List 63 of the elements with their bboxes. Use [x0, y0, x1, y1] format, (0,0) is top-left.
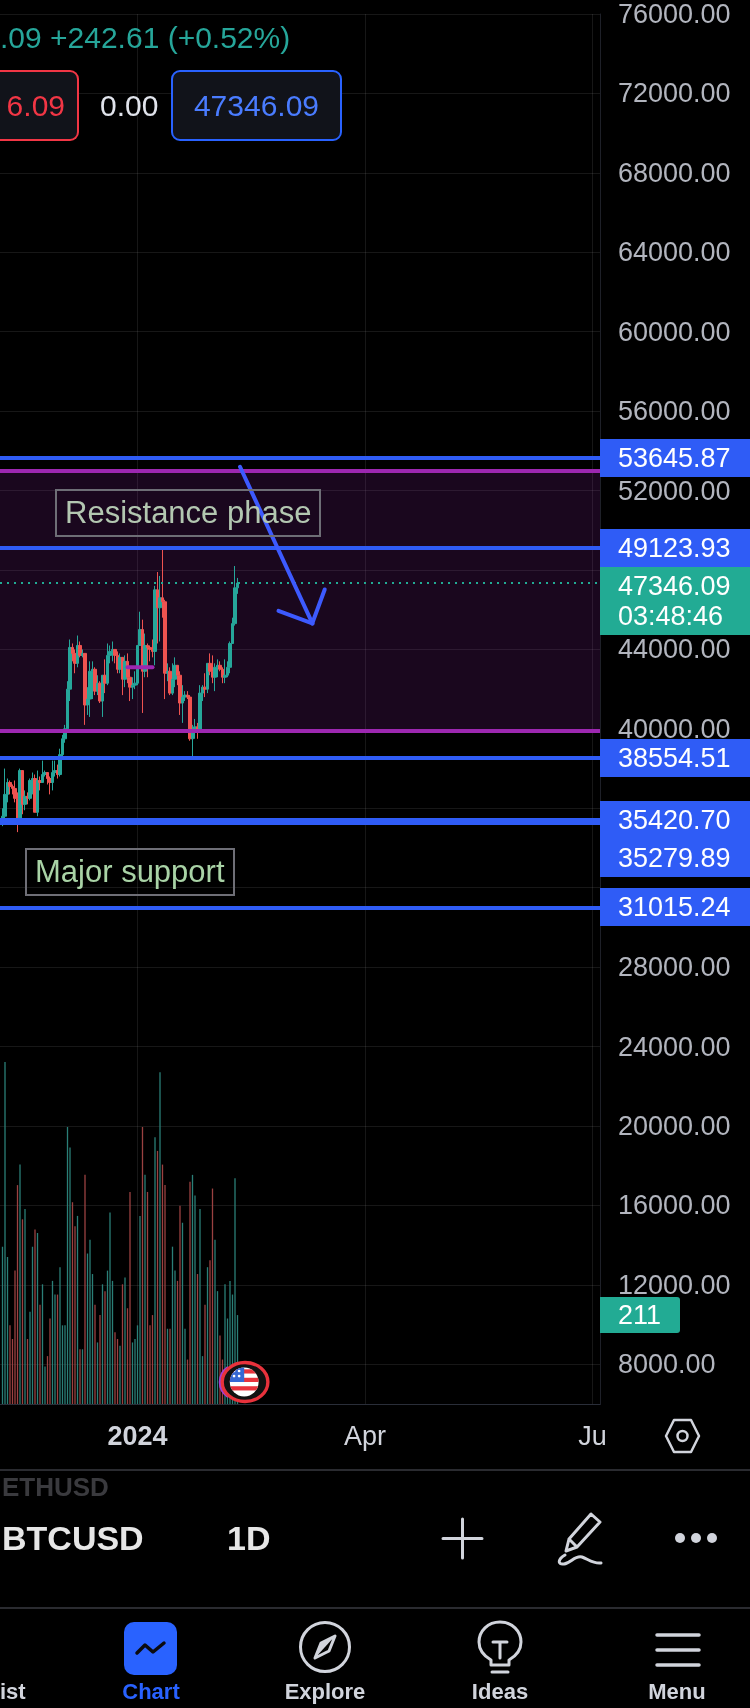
- y-tick-label: 64000.00: [618, 237, 731, 268]
- text: ETHUSD: [2, 1472, 109, 1502]
- text: ist: [0, 1679, 26, 1704]
- text: Ideas: [471, 1679, 529, 1704]
- candlestick: [51, 760, 54, 791]
- ref-line-label: 35420.70: [600, 800, 750, 839]
- candlestick: [211, 654, 214, 684]
- y-tick-label: 44000.00: [618, 634, 731, 665]
- y-tick-label: 16000.00: [618, 1190, 731, 1221]
- ref-line-label: 35279.89: [600, 838, 750, 877]
- y-tick-label: 20000.00: [618, 1111, 731, 1141]
- candlestick: [103, 658, 107, 694]
- candlestick: [21, 770, 24, 815]
- candlestick: [41, 760, 44, 783]
- x-tick-label: Apr: [343, 1420, 387, 1451]
- candlestick: [181, 684, 184, 724]
- annotation: 6.09: [0, 70, 79, 141]
- y-tick-label: 8000.00: [618, 1349, 716, 1380]
- y-tick-label: 76000.00: [618, 0, 731, 29]
- candlestick: [56, 764, 59, 779]
- annotation: .09 +242.61 (+0.52%): [0, 21, 291, 54]
- y-tick-label: 28000.00: [618, 952, 731, 983]
- candlestick: [141, 619, 144, 714]
- ref-line-label: 49123.93: [600, 528, 750, 567]
- candlestick: [151, 639, 154, 658]
- candlestick: [76, 635, 79, 668]
- text: Chart: [122, 1679, 180, 1704]
- annotation: 0.00: [100, 89, 159, 122]
- annotation: 47346.09: [171, 70, 342, 141]
- text: Explore: [284, 1679, 366, 1704]
- text: 1D: [227, 1519, 271, 1557]
- candlestick: [146, 642, 149, 678]
- candlestick: [26, 791, 29, 805]
- candlestick: [81, 648, 84, 658]
- candlestick: [36, 770, 39, 817]
- annotation: Major support: [25, 848, 235, 896]
- candlestick: [203, 672, 207, 698]
- text: BTCUSD: [2, 1519, 144, 1557]
- candlestick: [106, 642, 109, 686]
- candlestick: [213, 662, 217, 692]
- y-tick-label: 24000.00: [618, 1031, 731, 1062]
- y-tick-label: 12000.00: [618, 1269, 731, 1300]
- candlestick: [88, 660, 92, 718]
- ref-line-label: 31015.24: [600, 888, 750, 927]
- candlestick: [206, 662, 209, 694]
- candlestick: [166, 662, 169, 682]
- candlestick: [156, 571, 159, 644]
- text: Menu: [648, 1679, 706, 1704]
- y-tick-label: 68000.00: [618, 157, 731, 188]
- x-tick-label: Ju: [578, 1420, 607, 1451]
- candlestick: [38, 776, 42, 791]
- y-tick-label: 52000.00: [618, 475, 731, 506]
- y-tick-label: 56000.00: [618, 396, 731, 427]
- y-tick-label: 60000.00: [618, 316, 731, 347]
- candlestick: [48, 776, 52, 795]
- candlestick: [111, 640, 114, 662]
- candlestick: [96, 674, 99, 696]
- ref-line-label: 47346.09 03:48:46: [600, 566, 750, 635]
- y-tick-label: 72000.00: [618, 78, 731, 109]
- ref-line-label: 53645.87: [600, 438, 750, 477]
- x-tick-label: 2024: [107, 1420, 168, 1451]
- candlestick: [101, 674, 104, 718]
- ref-line-label: 38554.51: [600, 738, 750, 777]
